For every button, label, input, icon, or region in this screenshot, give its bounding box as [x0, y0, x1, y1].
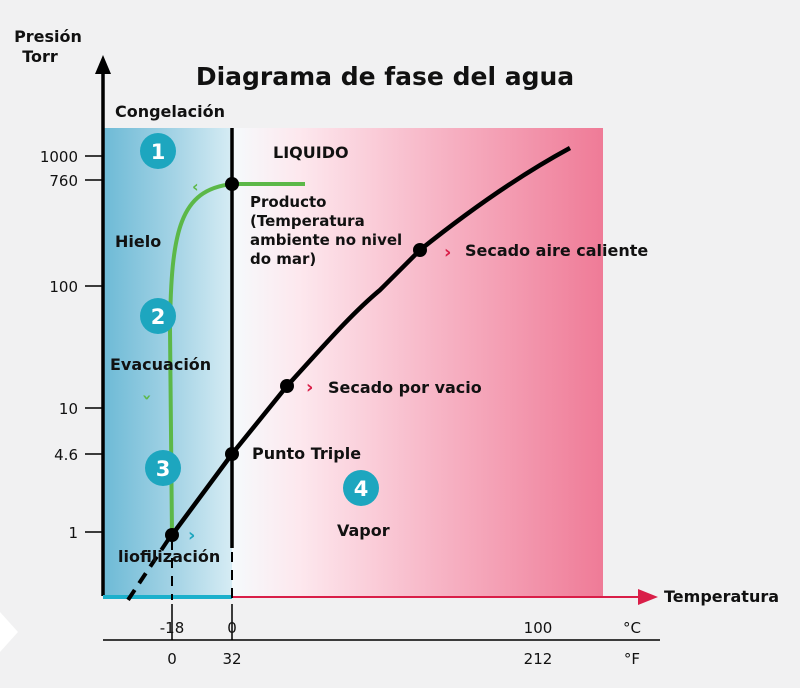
- step-badge-2: 2: [140, 298, 176, 334]
- celsius-tick: -18: [160, 619, 185, 637]
- step-number: 2: [151, 305, 166, 329]
- chevron-right-icon: ›: [306, 377, 313, 398]
- y-ticks: 1000 760 100 10 4.6 1: [40, 148, 103, 542]
- step-number: 3: [156, 457, 171, 481]
- celsius-tick: 100: [524, 619, 553, 637]
- x-axis-arrow: [638, 589, 658, 605]
- step-badge-4: 4: [343, 470, 379, 506]
- step-badge-3: 3: [145, 450, 181, 486]
- y-tick-label: 4.6: [54, 446, 78, 464]
- step-number: 4: [354, 477, 369, 501]
- label-liofilizacion: liofilización: [118, 547, 220, 566]
- label-evacuacion: Evacuación: [110, 355, 211, 374]
- celsius-unit: °C: [623, 619, 641, 637]
- x-axis-label: Temperatura: [664, 587, 779, 606]
- step-badge-1: 1: [140, 133, 176, 169]
- label-congelacion: Congelación: [115, 102, 225, 121]
- y-axis-label-presion: Presión: [14, 27, 82, 46]
- chevron-down-icon: ›: [138, 394, 157, 401]
- label-hielo: Hielo: [115, 232, 161, 251]
- y-tick-label: 1000: [40, 148, 78, 166]
- point-triple: [225, 447, 239, 461]
- y-tick-label: 10: [59, 400, 78, 418]
- y-tick-label: 100: [49, 278, 78, 296]
- solid-region: [103, 128, 232, 596]
- label-vapor: Vapor: [337, 521, 390, 540]
- point-secado-vacio: [280, 379, 294, 393]
- y-axis-arrow: [95, 55, 111, 74]
- fahrenheit-tick: 0: [167, 650, 177, 668]
- chevron-right-icon: ›: [444, 242, 451, 263]
- label-producto-line: (Temperatura: [250, 212, 365, 230]
- fahrenheit-tick: 212: [524, 650, 553, 668]
- left-edge-marker: [0, 612, 18, 652]
- point-producto: [225, 177, 239, 191]
- diagram-title: Diagrama de fase del agua: [196, 62, 574, 91]
- point-liofilizacion: [165, 528, 179, 542]
- fahrenheit-tick: 32: [222, 650, 241, 668]
- vapor-pressure-curve: [170, 146, 572, 537]
- label-producto-line: do mar): [250, 250, 316, 268]
- fahrenheit-unit: °F: [624, 650, 640, 668]
- chevron-left-icon: ‹: [192, 177, 199, 196]
- y-tick-label: 760: [49, 172, 78, 190]
- celsius-tick: 0: [227, 619, 237, 637]
- liquid-vapor-region: [232, 128, 603, 596]
- label-secado-aire: Secado aire caliente: [465, 241, 648, 260]
- y-tick-label: 1: [68, 524, 78, 542]
- point-secado-aire: [413, 243, 427, 257]
- label-liquido: LIQUIDO: [273, 143, 349, 162]
- label-producto-line: ambiente no nivel: [250, 231, 402, 249]
- vapor-curve-dashed: [126, 538, 170, 602]
- label-producto-line: Producto: [250, 193, 326, 211]
- chevron-right-icon: ›: [188, 525, 195, 546]
- label-punto-triple: Punto Triple: [252, 444, 361, 463]
- y-axis-label-torr: Torr: [22, 47, 58, 66]
- step-number: 1: [151, 140, 166, 164]
- label-secado-vacio: Secado por vacio: [328, 378, 482, 397]
